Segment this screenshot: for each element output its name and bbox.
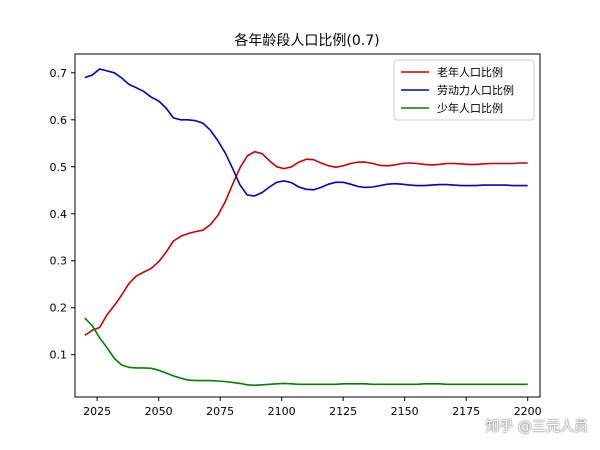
plot-frame xyxy=(74,53,541,398)
x-tick-label: 2175 xyxy=(452,405,480,418)
x-tick-label: 2050 xyxy=(145,405,173,418)
y-tick-label: 0.6 xyxy=(50,114,68,127)
chart-title: 各年龄段人口比例(0.7) xyxy=(234,33,379,49)
x-axis: 2025 2050 2075 2100 2125 2150 2175 2200 xyxy=(83,397,542,418)
watermark-text: 知乎 @三元人员 xyxy=(485,419,588,435)
x-tick-label: 2125 xyxy=(329,405,357,418)
y-tick-label: 0.4 xyxy=(50,208,68,221)
y-tick-label: 0.2 xyxy=(50,302,68,315)
legend-label: 劳动力人口比例 xyxy=(437,83,514,97)
series-line-0 xyxy=(84,150,528,337)
x-tick-label: 2100 xyxy=(268,405,296,418)
x-tick-label: 2075 xyxy=(206,405,234,418)
legend-label: 老年人口比例 xyxy=(437,65,503,79)
series-lines xyxy=(84,68,528,387)
y-tick-label: 0.7 xyxy=(50,67,68,80)
series-line-1 xyxy=(84,68,528,197)
legend-label: 少年人口比例 xyxy=(437,101,503,115)
x-tick-label: 2150 xyxy=(391,405,419,418)
series-line-2 xyxy=(84,317,528,387)
y-tick-label: 0.3 xyxy=(50,255,68,268)
y-tick-label: 0.1 xyxy=(50,349,68,362)
y-tick-label: 0.5 xyxy=(50,161,68,174)
y-axis: 0.1 0.2 0.3 0.4 0.5 0.6 0.7 xyxy=(50,67,75,362)
x-tick-label: 2025 xyxy=(83,405,111,418)
legend-box xyxy=(393,59,535,121)
x-tick-label: 2200 xyxy=(514,405,542,418)
